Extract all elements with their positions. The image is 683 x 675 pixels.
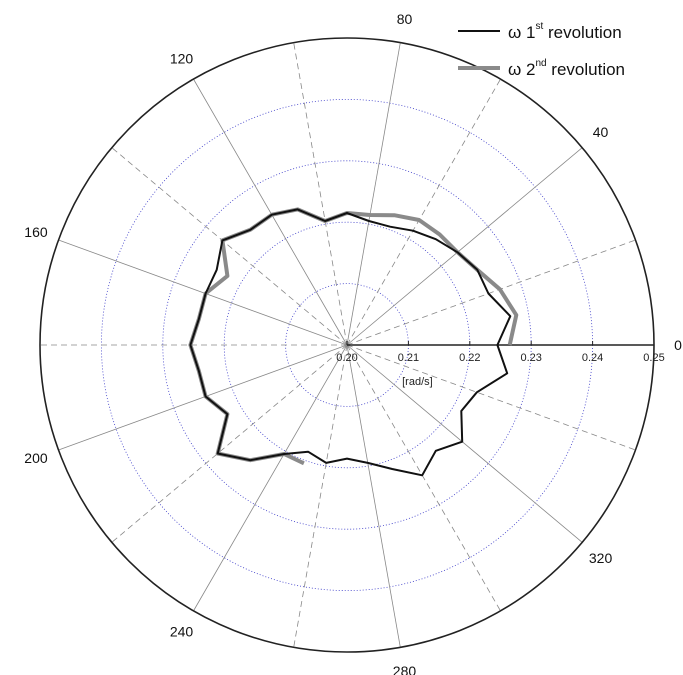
angle-tick-label: 200 [24, 450, 48, 466]
radial-tick-label: 0.23 [520, 352, 541, 364]
radial-tick-label: 0.24 [582, 352, 603, 364]
radial-tick-label: 0.20 [336, 352, 357, 364]
spoke-80 [346, 42, 401, 346]
radial-tick-label: 0.21 [398, 352, 419, 364]
series-lines [188, 207, 519, 477]
angle-tick-label: 320 [589, 550, 613, 566]
legend: ω 1st revolution ω 2nd revolution [458, 21, 625, 79]
spoke-320 [346, 344, 583, 543]
spoke-160 [58, 239, 348, 346]
angle-tick-label: 80 [397, 11, 413, 27]
spoke-300 [346, 344, 501, 612]
spoke-20 [346, 239, 636, 346]
spoke-260 [293, 344, 348, 648]
spoke-340 [346, 344, 636, 451]
spoke-40 [346, 147, 583, 346]
axis-labels: 0.20 0.21 0.22 0.23 0.24 0.25 [rad/s] 0 40 80 120 1… [24, 11, 682, 675]
radial-unit-label: [rad/s] [402, 376, 433, 388]
legend-entry-series-1: ω 1st revolution [458, 21, 622, 42]
spoke-200 [58, 344, 348, 451]
spoke-140 [111, 147, 348, 346]
spoke-100 [293, 42, 348, 346]
legend-label-series-2: ω 2nd revolution [508, 58, 625, 79]
series-line-1 [189, 208, 512, 477]
series-line-2 [188, 207, 519, 466]
spoke-220 [111, 344, 348, 543]
angle-tick-label: 280 [393, 663, 417, 675]
spoke-240 [193, 344, 348, 612]
spoke-60 [346, 78, 501, 346]
angle-tick-label: 0 [674, 337, 682, 353]
angle-tick-label: 160 [24, 224, 48, 240]
angle-tick-label: 40 [593, 124, 609, 140]
angle-tick-label: 240 [170, 624, 194, 640]
polar-grid [39, 37, 655, 653]
spoke-280 [346, 344, 401, 648]
spoke-120 [193, 78, 348, 346]
angle-tick-label: 120 [170, 50, 194, 66]
radial-tick-label: 0.25 [643, 352, 664, 364]
radial-tick-label: 0.22 [459, 352, 480, 364]
legend-entry-series-2: ω 2nd revolution [458, 58, 625, 79]
legend-label-series-1: ω 1st revolution [508, 21, 622, 42]
